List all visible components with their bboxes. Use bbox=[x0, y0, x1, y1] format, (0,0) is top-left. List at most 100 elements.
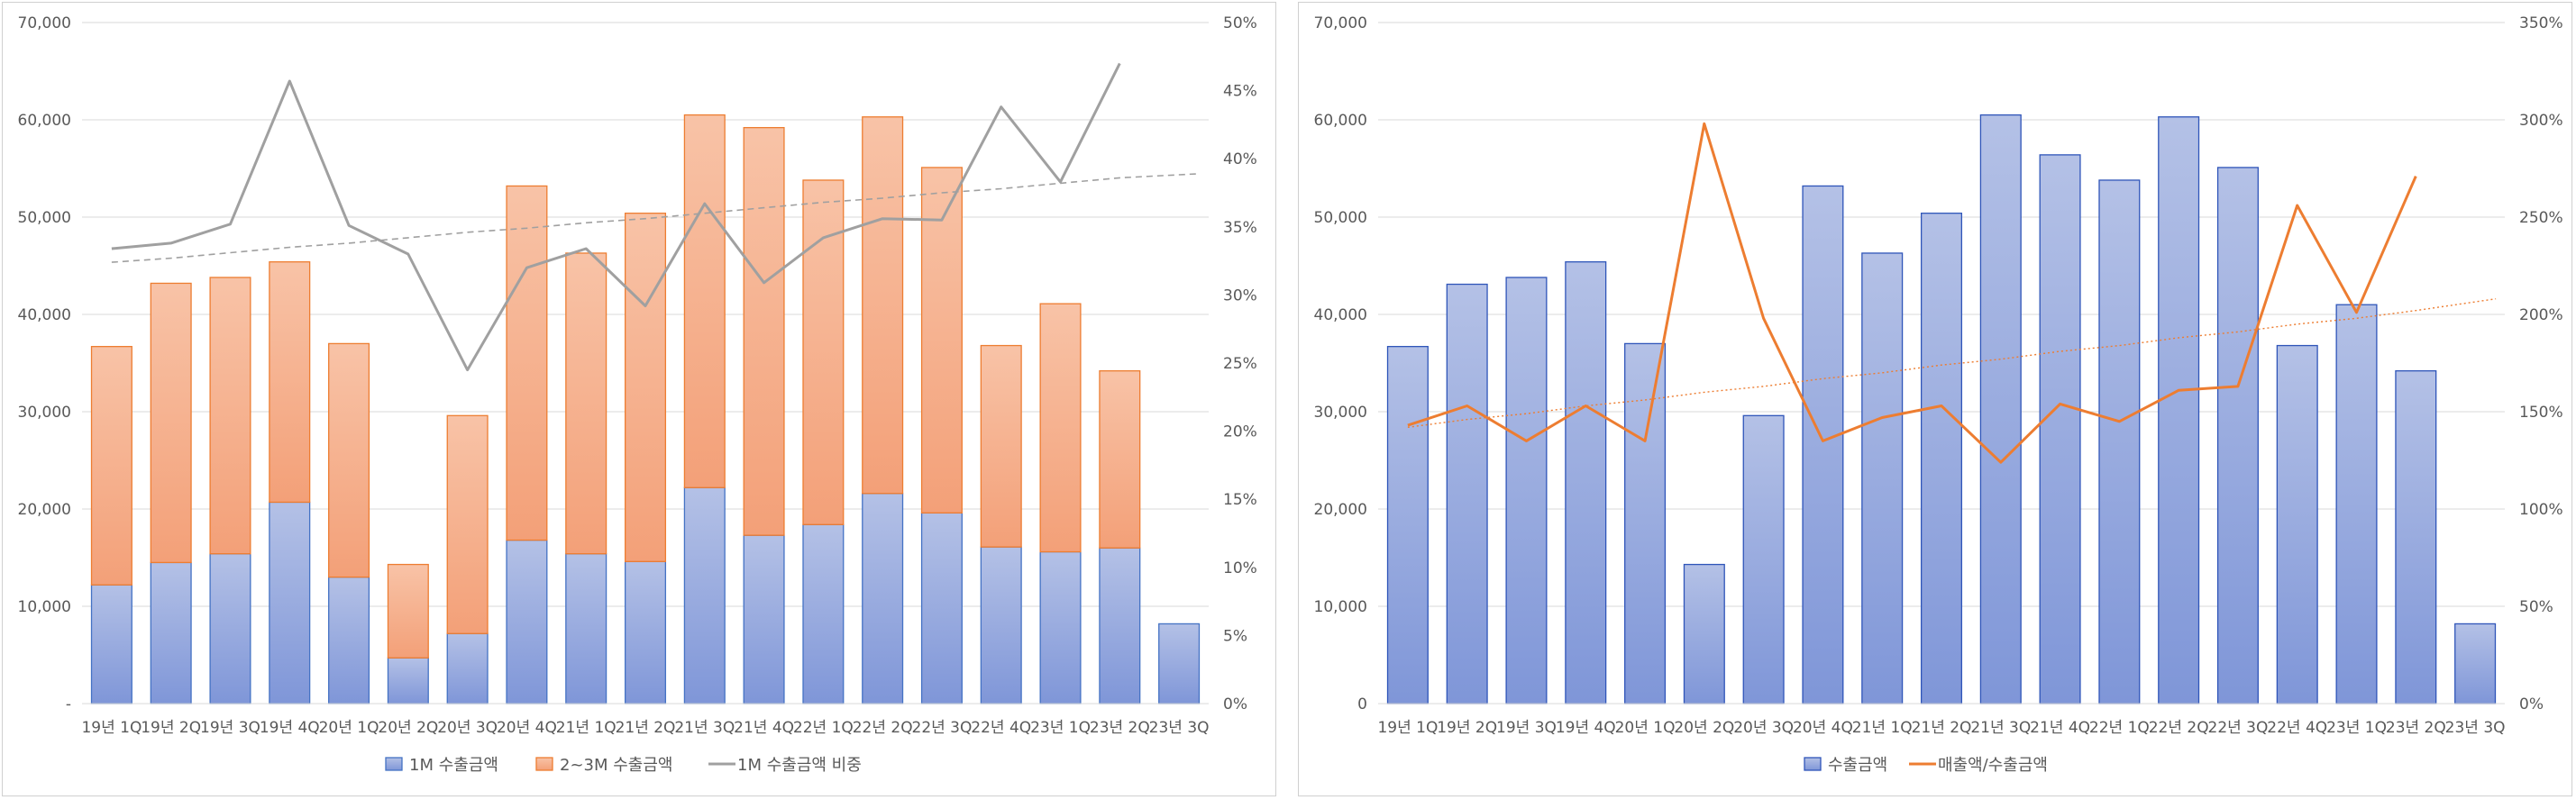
bar-primary bbox=[1979, 114, 2022, 705]
x-category-label: 22년 1Q bbox=[2089, 719, 2150, 737]
bar-primary bbox=[90, 584, 132, 705]
y-right-tick-label: 35% bbox=[1223, 219, 1257, 237]
legend-label: 매출액/수출금액 bbox=[1938, 756, 2048, 775]
y-left-tick-label: 40,000 bbox=[18, 306, 71, 324]
x-category-label: 23년 3Q bbox=[2445, 719, 2506, 737]
x-category-label: 21년 1Q bbox=[1852, 719, 1913, 737]
x-category-label: 19년 1Q bbox=[1377, 719, 1438, 737]
bar-secondary bbox=[328, 342, 370, 578]
y-right-tick-label: 30% bbox=[1223, 286, 1257, 305]
x-category-label: 22년 4Q bbox=[2267, 719, 2327, 737]
bar-primary bbox=[446, 632, 489, 705]
y-left-tick-label: 0 bbox=[1357, 695, 1367, 714]
x-category-label: 23년 1Q bbox=[1030, 719, 1091, 737]
legend-swatch bbox=[385, 757, 403, 771]
x-category-label: 23년 1Q bbox=[2326, 719, 2387, 737]
x-category-label: 23년 3Q bbox=[1149, 719, 1210, 737]
y-left-tick-label: 60,000 bbox=[18, 112, 71, 130]
legend-swatch bbox=[535, 757, 553, 771]
bar-primary bbox=[1802, 185, 1844, 705]
x-category-label: 19년 3Q bbox=[1496, 719, 1557, 737]
bar-secondary bbox=[387, 563, 429, 659]
y-left-tick-label: 20,000 bbox=[1314, 501, 1367, 519]
trend-line bbox=[1407, 298, 2497, 428]
bar-primary bbox=[1683, 563, 1725, 705]
y-right-tick-label: 25% bbox=[1223, 355, 1257, 373]
bar-primary bbox=[1861, 252, 1904, 705]
x-category-label: 19년 2Q bbox=[141, 719, 201, 737]
x-category-label: 21년 4Q bbox=[2030, 719, 2090, 737]
bar-primary bbox=[2216, 167, 2259, 705]
bar-secondary bbox=[920, 167, 963, 514]
bar-primary bbox=[1624, 342, 1667, 705]
x-category-label: 20년 2Q bbox=[1674, 719, 1734, 737]
legend-label: 수출금액 bbox=[1828, 756, 1887, 775]
chart-right: 0 10,000 20,000 30,000 40,000 50,000 60,000 70,… bbox=[1314, 14, 2563, 775]
y-right-tick-label: 350% bbox=[2519, 14, 2563, 32]
y-right-tick-label: 150% bbox=[2519, 404, 2563, 422]
x-category-label: 21년 1Q bbox=[556, 719, 617, 737]
y-right-tick-label: 5% bbox=[1223, 627, 1247, 645]
x-category-label: 19년 2Q bbox=[1437, 719, 1497, 737]
y-left-tick-label: 50,000 bbox=[1314, 209, 1367, 227]
y-right-tick-label: 15% bbox=[1223, 491, 1257, 509]
bar-primary bbox=[743, 534, 785, 705]
bar-primary bbox=[980, 546, 1022, 705]
x-category-label: 21년 4Q bbox=[734, 719, 794, 737]
bar-secondary bbox=[862, 116, 904, 495]
bar-primary bbox=[1099, 547, 1141, 705]
x-category-label: 22년 2Q bbox=[853, 719, 913, 737]
legend-swatch bbox=[1804, 757, 1822, 771]
bar-primary bbox=[683, 486, 726, 705]
x-category-label: 22년 4Q bbox=[971, 719, 1031, 737]
x-category-label: 19년 1Q bbox=[81, 719, 142, 737]
bar-primary bbox=[624, 560, 667, 705]
x-category-label: 19년 4Q bbox=[1556, 719, 1616, 737]
x-category-label: 21년 2Q bbox=[1912, 719, 1972, 737]
y-right-tick-label: 0% bbox=[2519, 695, 2544, 714]
bar-primary bbox=[328, 576, 370, 705]
y-left-tick-label: 20,000 bbox=[18, 501, 71, 519]
bar-primary bbox=[1742, 414, 1785, 705]
x-category-label: 23년 2Q bbox=[1090, 719, 1150, 737]
bar-primary bbox=[2335, 304, 2378, 705]
x-category-label: 21년 3Q bbox=[674, 719, 735, 737]
bar-primary bbox=[2276, 344, 2318, 705]
bar-secondary bbox=[980, 344, 1022, 548]
x-category-label: 23년 2Q bbox=[2386, 719, 2446, 737]
x-category-label: 20년 1Q bbox=[1615, 719, 1676, 737]
x-category-label: 22년 1Q bbox=[793, 719, 854, 737]
x-category-label: 20년 1Q bbox=[319, 719, 379, 737]
bar-secondary bbox=[565, 252, 607, 555]
y-right-tick-label: 10% bbox=[1223, 559, 1257, 577]
bar-primary bbox=[565, 553, 607, 705]
bar-primary bbox=[802, 523, 845, 705]
y-left-tick-label: 30,000 bbox=[18, 404, 71, 422]
x-category-label: 20년 3Q bbox=[437, 719, 498, 737]
bar-primary bbox=[209, 553, 251, 705]
y-left-tick-label: 50,000 bbox=[18, 209, 71, 227]
bar-primary bbox=[1158, 623, 1201, 705]
bar-primary bbox=[269, 501, 311, 705]
y-right-tick-label: 40% bbox=[1223, 150, 1257, 168]
bar-secondary bbox=[506, 185, 548, 541]
bar-secondary bbox=[1099, 369, 1141, 549]
bar-secondary bbox=[743, 126, 785, 536]
bar-primary bbox=[1920, 213, 1963, 705]
bar-primary bbox=[506, 539, 548, 705]
series-line bbox=[111, 62, 1121, 372]
y-left-tick-label: - bbox=[66, 695, 71, 714]
x-category-label: 21년 3Q bbox=[1970, 719, 2031, 737]
bar-primary bbox=[1039, 550, 1082, 705]
legend-label: 1M 수출금액 비중 bbox=[737, 756, 862, 775]
y-right-tick-label: 45% bbox=[1223, 83, 1257, 101]
x-category-label: 20년 4Q bbox=[1793, 719, 1853, 737]
x-category-label: 20년 4Q bbox=[497, 719, 557, 737]
x-category-label: 19년 3Q bbox=[200, 719, 260, 737]
bar-secondary bbox=[446, 414, 489, 634]
chart-right-panel: 0 10,000 20,000 30,000 40,000 50,000 60,000 70,… bbox=[1298, 2, 2572, 796]
bar-secondary bbox=[209, 277, 251, 555]
bar-primary bbox=[2395, 369, 2437, 705]
x-category-label: 22년 3Q bbox=[912, 719, 973, 737]
y-left-tick-label: 70,000 bbox=[1314, 14, 1367, 32]
